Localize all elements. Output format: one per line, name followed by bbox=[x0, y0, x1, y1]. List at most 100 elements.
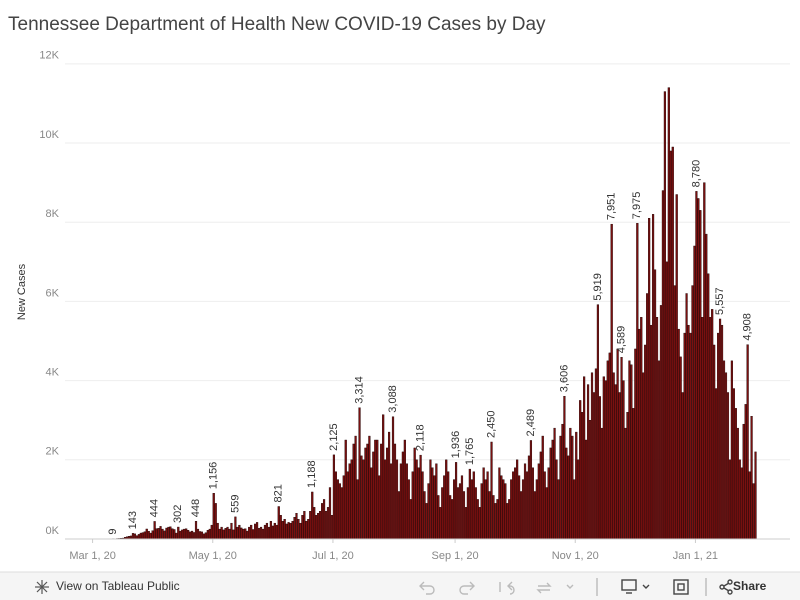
bar bbox=[598, 396, 601, 540]
view-link[interactable]: View on Tableau Public bbox=[56, 579, 180, 593]
bar bbox=[518, 475, 521, 540]
bar bbox=[671, 146, 674, 540]
bar bbox=[596, 304, 600, 540]
bar bbox=[322, 499, 326, 540]
bar bbox=[665, 261, 668, 540]
bar bbox=[506, 503, 509, 540]
bar bbox=[137, 534, 140, 540]
bar bbox=[297, 519, 300, 540]
bar bbox=[657, 360, 661, 540]
bar bbox=[490, 441, 493, 540]
bar bbox=[386, 447, 389, 540]
bar bbox=[655, 317, 659, 540]
bar bbox=[429, 459, 432, 540]
bar bbox=[742, 423, 745, 540]
bar bbox=[289, 522, 292, 540]
bar bbox=[470, 479, 473, 540]
bar bbox=[736, 427, 739, 540]
value-label: 1,765 bbox=[464, 438, 476, 466]
value-label: 302 bbox=[172, 505, 184, 523]
bar bbox=[208, 528, 211, 540]
bar bbox=[133, 533, 137, 540]
bar bbox=[527, 455, 531, 540]
bar bbox=[567, 455, 570, 540]
bar bbox=[427, 483, 430, 540]
bar bbox=[746, 344, 749, 540]
bar bbox=[638, 328, 641, 540]
bar bbox=[502, 479, 505, 540]
bar bbox=[583, 376, 586, 540]
bar bbox=[590, 372, 594, 540]
bar bbox=[537, 463, 540, 540]
bar bbox=[415, 459, 418, 540]
bar bbox=[724, 372, 728, 540]
bar bbox=[551, 439, 554, 540]
bar bbox=[458, 483, 462, 540]
value-label: 2,118 bbox=[415, 424, 427, 451]
bar bbox=[356, 479, 359, 540]
bar bbox=[679, 356, 682, 540]
bar bbox=[242, 528, 245, 540]
bar bbox=[267, 526, 270, 540]
bar bbox=[431, 467, 434, 540]
bar bbox=[462, 491, 466, 540]
bar bbox=[539, 451, 542, 540]
y-tick-label: 8K bbox=[46, 208, 60, 220]
bar bbox=[480, 483, 483, 540]
bar bbox=[275, 524, 278, 540]
bar bbox=[305, 520, 308, 540]
bar bbox=[651, 214, 655, 540]
bar bbox=[393, 443, 397, 540]
bar bbox=[192, 532, 196, 540]
bar bbox=[185, 528, 188, 540]
bar bbox=[362, 459, 365, 540]
bar bbox=[610, 223, 613, 540]
bar bbox=[468, 468, 471, 540]
bar bbox=[687, 324, 690, 540]
y-tick-label: 12K bbox=[39, 50, 59, 62]
bar bbox=[754, 451, 757, 540]
bar bbox=[222, 529, 225, 540]
bar bbox=[437, 495, 440, 540]
bar bbox=[451, 499, 454, 540]
bar bbox=[252, 529, 255, 540]
bar bbox=[579, 400, 582, 540]
bar bbox=[187, 530, 190, 540]
bar bbox=[715, 388, 718, 540]
bar bbox=[250, 524, 253, 540]
bar bbox=[204, 532, 207, 540]
bar bbox=[616, 348, 619, 540]
bar bbox=[261, 528, 265, 540]
bar bbox=[328, 487, 332, 540]
bar bbox=[330, 515, 334, 540]
bar bbox=[648, 218, 651, 540]
bar bbox=[189, 531, 192, 540]
bar bbox=[317, 513, 320, 540]
value-label: 8,780 bbox=[690, 160, 702, 188]
toolbar-bg bbox=[0, 572, 800, 600]
value-label: 5,919 bbox=[592, 273, 604, 301]
bar bbox=[285, 523, 288, 540]
bar bbox=[358, 407, 361, 540]
bar bbox=[387, 431, 391, 540]
y-tick-label: 6K bbox=[46, 287, 60, 299]
bar bbox=[313, 507, 316, 540]
bar bbox=[433, 475, 436, 540]
plot-area: 0K 2K 4K 6K 8K 10K 12K Mar 1, 20 May 1, 20 Jul 1,… bbox=[39, 50, 790, 562]
bar bbox=[421, 471, 424, 540]
bar bbox=[563, 396, 566, 540]
bar bbox=[271, 525, 274, 540]
bar bbox=[354, 435, 357, 540]
bar bbox=[281, 520, 284, 540]
bar bbox=[135, 535, 138, 540]
bar bbox=[263, 524, 267, 540]
bar bbox=[273, 522, 276, 540]
bar bbox=[476, 499, 479, 540]
bar bbox=[447, 471, 450, 540]
bar bbox=[340, 487, 343, 540]
share-button[interactable]: Share bbox=[733, 579, 767, 593]
bar bbox=[533, 491, 536, 540]
bar bbox=[559, 435, 562, 540]
bar bbox=[454, 462, 458, 540]
x-tick-label: Mar 1, 20 bbox=[69, 550, 115, 562]
